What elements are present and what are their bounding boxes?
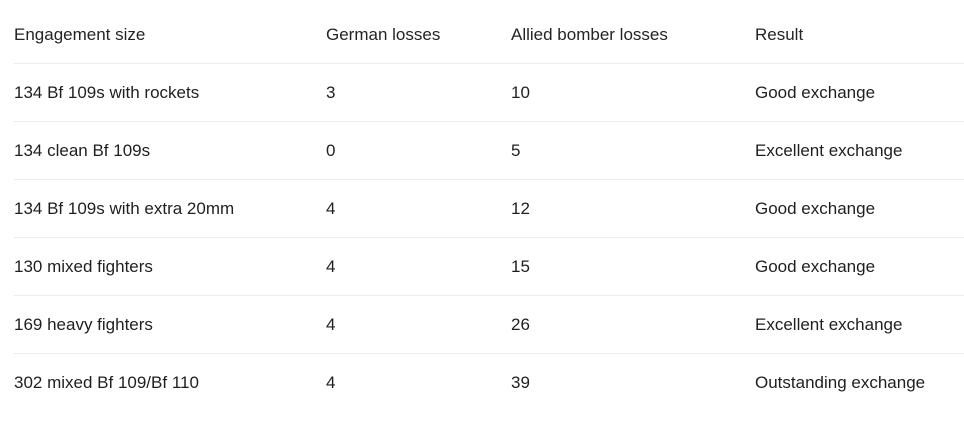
- cell-german-losses: 3: [326, 82, 336, 102]
- cell-result: Good exchange: [755, 82, 876, 102]
- cell-german-losses: 4: [326, 314, 336, 334]
- header-allied-bomber-losses: Allied bomber losses: [511, 24, 668, 44]
- header-german-losses: German losses: [326, 24, 441, 44]
- cell-result: Excellent exchange: [755, 314, 903, 334]
- cell-engagement-size: 169 heavy fighters: [14, 314, 153, 334]
- cell-result: Good exchange: [755, 198, 876, 218]
- table-row: 130 mixed fighters 4 15 Good exchange: [14, 238, 964, 296]
- cell-german-losses: 4: [326, 373, 336, 392]
- table-header-row: Engagement size German losses Allied bom…: [14, 6, 964, 64]
- table-row: 134 clean Bf 109s 0 5 Excellent exchange: [14, 122, 964, 180]
- table-row: 169 heavy fighters 4 26 Excellent exchan…: [14, 296, 964, 354]
- header-engagement-size: Engagement size: [14, 24, 146, 44]
- cell-result: Good exchange: [755, 256, 876, 276]
- cell-engagement-size: 302 mixed Bf 109/Bf 110: [14, 373, 199, 392]
- cell-engagement-size: 134 Bf 109s with rockets: [14, 82, 200, 102]
- cell-engagement-size: 130 mixed fighters: [14, 256, 153, 276]
- cell-german-losses: 4: [326, 256, 336, 276]
- cell-allied-bomber-losses: 39: [511, 373, 530, 392]
- cell-allied-bomber-losses: 10: [511, 82, 530, 102]
- cell-result: Outstanding exchange: [755, 373, 926, 392]
- cell-allied-bomber-losses: 26: [511, 314, 530, 334]
- cell-allied-bomber-losses: 12: [511, 198, 530, 218]
- cell-engagement-size: 134 Bf 109s with extra 20mm: [14, 198, 235, 218]
- header-result: Result: [755, 24, 804, 44]
- table-row: 134 Bf 109s with rockets 3 10 Good excha…: [14, 64, 964, 122]
- table-row: 302 mixed Bf 109/Bf 110 4 39 Outstanding…: [14, 354, 964, 412]
- cell-allied-bomber-losses: 15: [511, 256, 530, 276]
- cell-engagement-size: 134 clean Bf 109s: [14, 140, 151, 160]
- cell-german-losses: 0: [326, 140, 336, 160]
- cell-result: Excellent exchange: [755, 140, 903, 160]
- table-row: 134 Bf 109s with extra 20mm 4 12 Good ex…: [14, 180, 964, 238]
- engagement-table: Engagement size German losses Allied bom…: [14, 6, 964, 412]
- cell-allied-bomber-losses: 5: [511, 140, 521, 160]
- cell-german-losses: 4: [326, 198, 336, 218]
